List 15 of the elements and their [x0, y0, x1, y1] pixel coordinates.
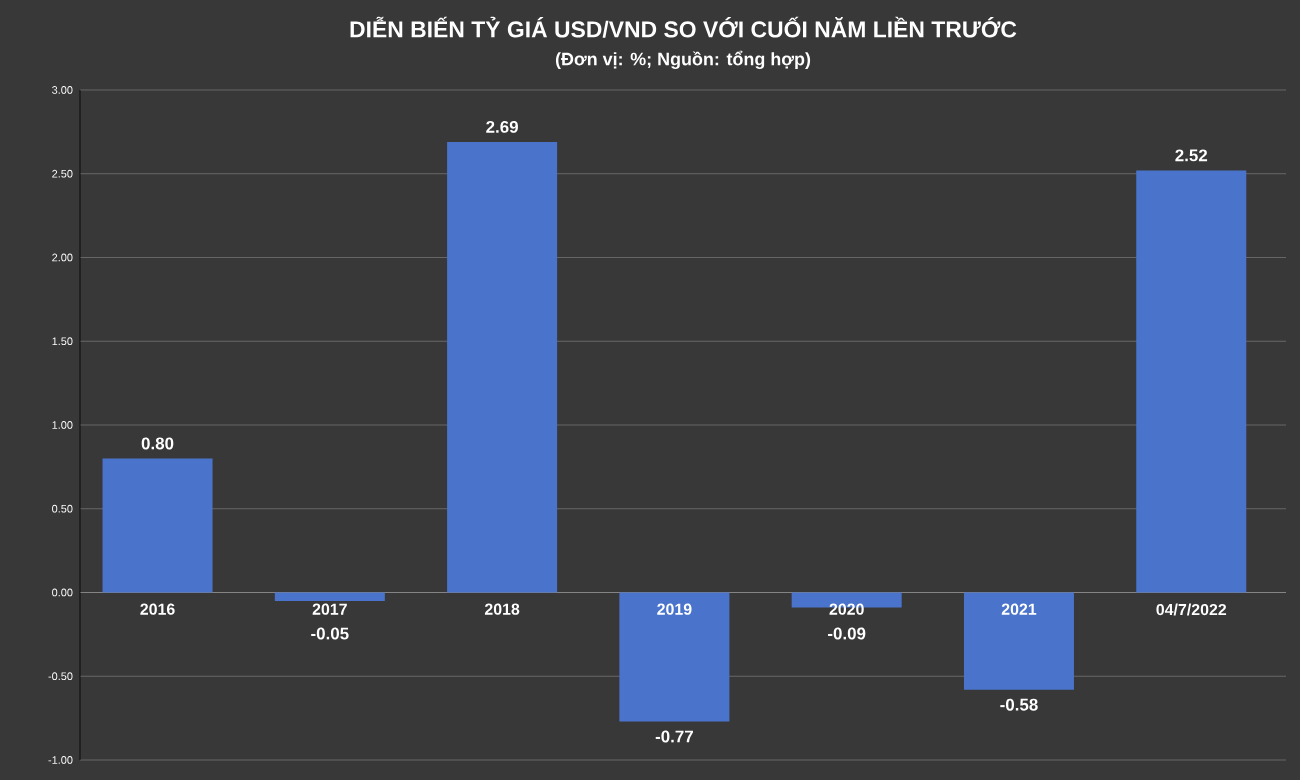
data-label: 2.69 [486, 120, 518, 133]
data-label: -0.77 [655, 730, 693, 743]
bar [963, 592, 1074, 690]
data-label: -0.05 [311, 627, 349, 640]
data-label: 2.52 [1175, 149, 1208, 162]
bar [274, 592, 385, 601]
chart-title: DIỄN BIẾN TỶ GIÁ USD/VND SO VỚI CUỐI NĂM LIỀN TRƯỚC [350, 16, 1017, 38]
bar [102, 458, 213, 593]
bar [619, 592, 730, 722]
data-label: -0.58 [1000, 698, 1038, 711]
bar [447, 141, 558, 593]
data-label: -0.09 [828, 627, 866, 640]
data-label: 0.80 [141, 437, 174, 450]
bar [1136, 170, 1247, 593]
chart-subtitle: (Đơn vị: %; Nguồn: tổng hợp) [555, 50, 811, 70]
